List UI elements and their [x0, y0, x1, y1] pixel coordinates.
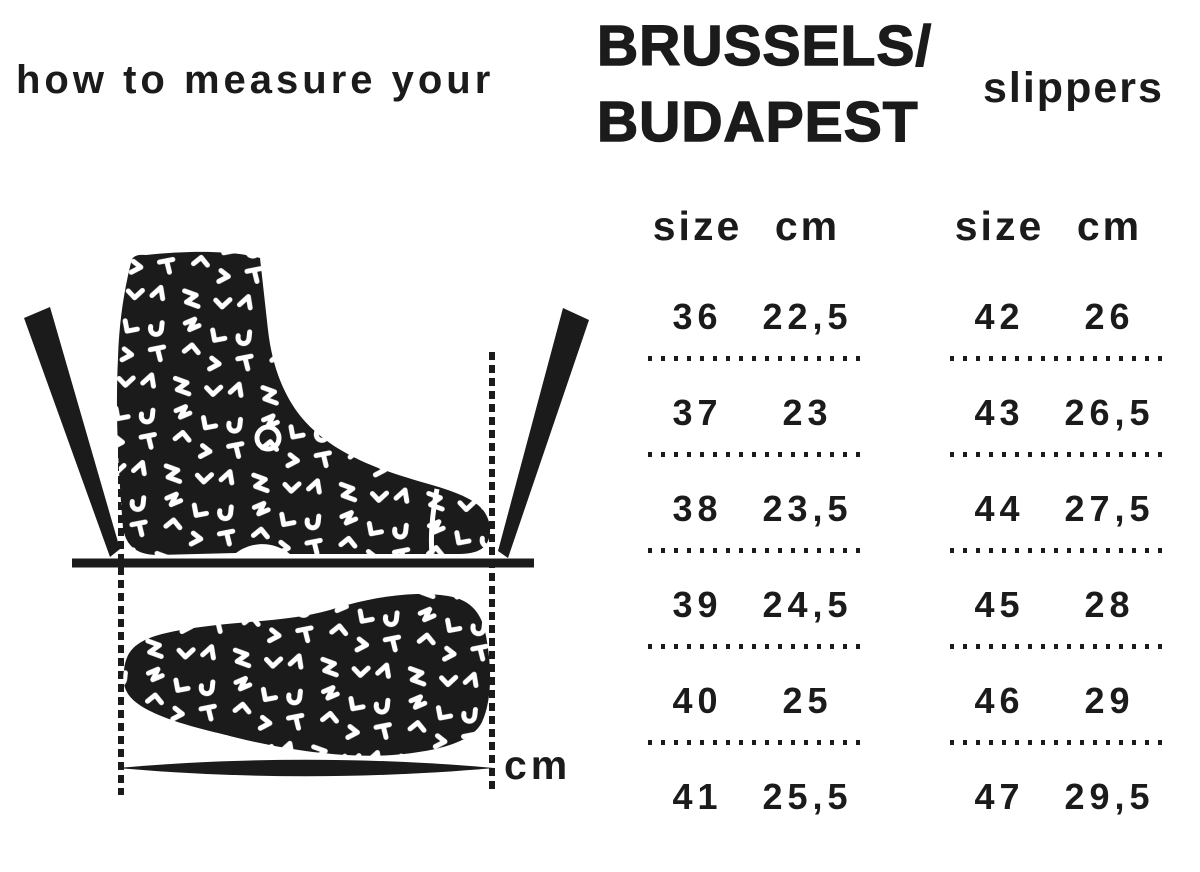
- cm-value: 25,5: [762, 776, 853, 817]
- table-row: 47 29,5: [950, 776, 1170, 872]
- size-value: 46: [974, 680, 1025, 721]
- cm-value: 24,5: [762, 584, 853, 625]
- table-row: 40 25: [648, 680, 868, 776]
- table-row: 39 24,5: [648, 584, 868, 680]
- cm-column-header: cm: [774, 203, 841, 249]
- cm-value: 25: [782, 680, 833, 721]
- size-value: 36: [672, 296, 723, 337]
- headline: how to measure your: [16, 58, 495, 102]
- cm-value: 23: [782, 392, 833, 433]
- size-value: 47: [974, 776, 1025, 817]
- cm-value: 26: [1084, 296, 1135, 337]
- toe-separation-mark: [428, 488, 440, 555]
- table-row: 45 28: [950, 584, 1170, 680]
- size-value: 45: [974, 584, 1025, 625]
- cm-value: 26,5: [1064, 392, 1155, 433]
- size-value: 44: [974, 488, 1025, 529]
- cm-value: 29,5: [1064, 776, 1155, 817]
- row-separator: [950, 452, 1170, 457]
- size-table-42-47: size cm 42 26 43 26,5 44 27,5 45 28 46 2…: [950, 203, 1170, 872]
- pencil-right-icon: [498, 308, 589, 558]
- brand-line-1: BRUSSELS/: [596, 13, 933, 78]
- brand-line-2: BUDAPEST: [596, 89, 919, 154]
- table-row: 37 23: [648, 392, 868, 488]
- row-separator: [950, 740, 1170, 745]
- size-value: 41: [672, 776, 723, 817]
- table-row: 42 26: [950, 296, 1170, 392]
- row-separator: [950, 644, 1170, 649]
- table-row: 36 22,5: [648, 296, 868, 392]
- row-separator: [648, 644, 868, 649]
- size-column-header: size: [954, 203, 1045, 249]
- table-header: size cm: [648, 203, 868, 296]
- size-value: 37: [672, 392, 723, 433]
- cm-column-header: cm: [1076, 203, 1143, 249]
- table-header: size cm: [950, 203, 1170, 296]
- cm-value: 23,5: [762, 488, 853, 529]
- foot-side-view: [116, 251, 491, 555]
- size-value: 38: [672, 488, 723, 529]
- size-value: 40: [672, 680, 723, 721]
- size-value: 42: [974, 296, 1025, 337]
- cm-value: 28: [1084, 584, 1135, 625]
- foot-sole-view: [123, 593, 491, 756]
- table-row: 38 23,5: [648, 488, 868, 584]
- cm-value: 29: [1084, 680, 1135, 721]
- length-arrow: [118, 759, 494, 777]
- product-name: slippers: [983, 64, 1164, 112]
- row-separator: [648, 548, 868, 553]
- row-separator: [648, 356, 868, 361]
- table-row: 43 26,5: [950, 392, 1170, 488]
- cm-value: 22,5: [762, 296, 853, 337]
- size-value: 39: [672, 584, 723, 625]
- row-separator: [950, 548, 1170, 553]
- row-separator: [648, 452, 868, 457]
- table-row: 46 29: [950, 680, 1170, 776]
- table-row: 44 27,5: [950, 488, 1170, 584]
- cm-unit-label: cm: [504, 742, 572, 788]
- table-row: 41 25,5: [648, 776, 868, 872]
- cm-value: 27,5: [1064, 488, 1155, 529]
- foot-measuring-illustration: [24, 251, 589, 795]
- row-separator: [950, 356, 1170, 361]
- ankle-ring-mark: [254, 424, 282, 452]
- size-column-header: size: [652, 203, 743, 249]
- size-table-36-41: size cm 36 22,5 37 23 38 23,5 39 24,5 40…: [648, 203, 868, 872]
- pencil-left-icon: [24, 307, 120, 557]
- size-value: 43: [974, 392, 1025, 433]
- row-separator: [648, 740, 868, 745]
- brand-title: BRUSSELS/ BUDAPEST: [596, 8, 933, 160]
